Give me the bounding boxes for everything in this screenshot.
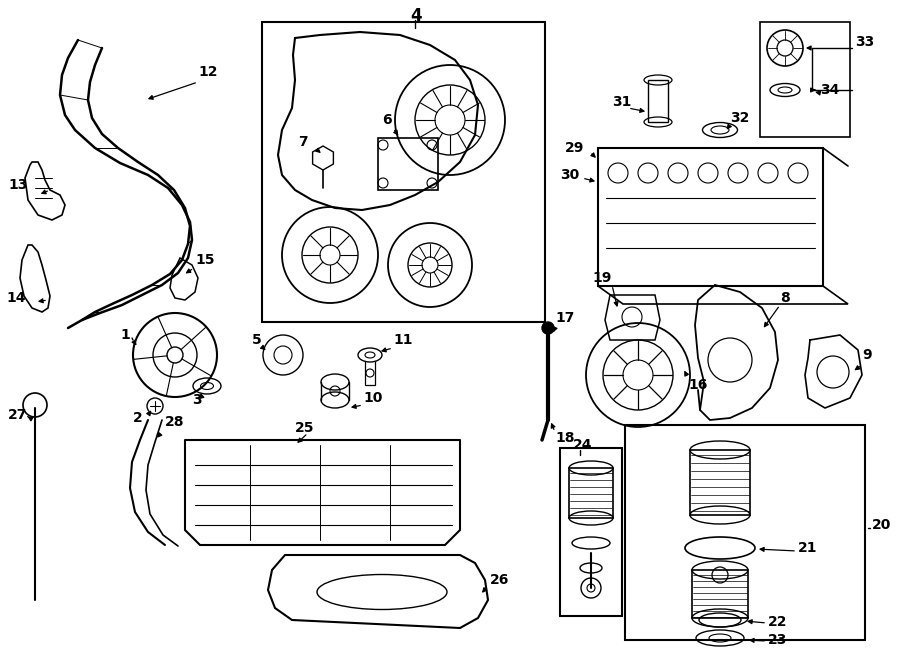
Text: 17: 17 bbox=[555, 311, 574, 325]
Text: 19: 19 bbox=[592, 271, 611, 285]
Text: 20: 20 bbox=[872, 518, 891, 532]
Text: 2: 2 bbox=[133, 411, 143, 425]
Text: 29: 29 bbox=[565, 141, 584, 155]
Bar bbox=[560, 448, 622, 616]
Text: 8: 8 bbox=[780, 291, 790, 305]
Text: 14: 14 bbox=[6, 291, 25, 305]
Text: 4: 4 bbox=[410, 7, 421, 25]
Text: 30: 30 bbox=[560, 168, 580, 182]
Text: 5: 5 bbox=[252, 333, 262, 347]
Text: 18: 18 bbox=[555, 431, 574, 445]
Text: 27: 27 bbox=[8, 408, 27, 422]
Text: 21: 21 bbox=[798, 541, 817, 555]
Text: 16: 16 bbox=[688, 378, 707, 392]
Bar bbox=[569, 468, 613, 518]
Text: 6: 6 bbox=[382, 113, 392, 127]
Text: 32: 32 bbox=[730, 111, 750, 125]
Bar bbox=[648, 80, 668, 122]
Text: 11: 11 bbox=[393, 333, 412, 347]
Text: 31: 31 bbox=[612, 95, 632, 109]
Text: 7: 7 bbox=[298, 135, 308, 149]
Text: 34: 34 bbox=[820, 83, 840, 97]
Text: 9: 9 bbox=[862, 348, 871, 362]
Bar bbox=[378, 138, 438, 190]
Text: 1: 1 bbox=[120, 328, 130, 342]
Text: 24: 24 bbox=[573, 438, 592, 452]
Bar bbox=[262, 22, 545, 322]
Text: 25: 25 bbox=[295, 421, 314, 435]
Text: 23: 23 bbox=[768, 633, 788, 647]
Text: 12: 12 bbox=[198, 65, 218, 79]
Text: 13: 13 bbox=[8, 178, 27, 192]
Text: 28: 28 bbox=[165, 415, 184, 429]
Bar bbox=[598, 148, 823, 286]
Bar bbox=[760, 22, 850, 137]
Text: 26: 26 bbox=[490, 573, 509, 587]
Text: 10: 10 bbox=[363, 391, 382, 405]
Text: 15: 15 bbox=[195, 253, 214, 267]
Circle shape bbox=[542, 322, 554, 334]
Bar bbox=[690, 450, 750, 515]
Bar bbox=[625, 425, 865, 640]
Text: 33: 33 bbox=[855, 35, 874, 49]
Text: 3: 3 bbox=[192, 393, 202, 407]
Text: 22: 22 bbox=[768, 615, 788, 629]
Bar bbox=[692, 570, 748, 618]
